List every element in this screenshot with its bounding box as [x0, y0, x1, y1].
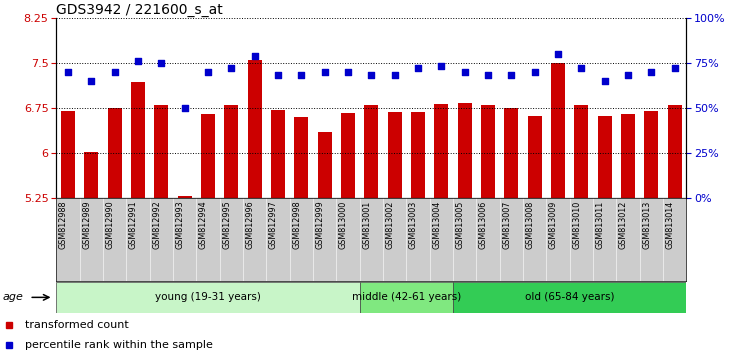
FancyBboxPatch shape — [453, 282, 686, 313]
Point — [412, 65, 424, 71]
Bar — [84, 152, 98, 354]
Point — [598, 78, 610, 84]
Text: GSM813000: GSM813000 — [339, 201, 348, 249]
Bar — [341, 113, 355, 354]
Text: GSM812989: GSM812989 — [82, 201, 92, 249]
Text: old (65-84 years): old (65-84 years) — [525, 292, 614, 302]
Bar — [364, 105, 378, 354]
Text: GSM813009: GSM813009 — [549, 201, 558, 249]
Bar — [411, 112, 425, 354]
Text: GSM812990: GSM812990 — [106, 201, 115, 249]
Text: GSM813004: GSM813004 — [432, 201, 441, 249]
Point — [575, 65, 587, 71]
FancyBboxPatch shape — [56, 282, 359, 313]
Text: GSM812997: GSM812997 — [269, 201, 278, 250]
Text: GSM812995: GSM812995 — [222, 201, 231, 250]
Text: GSM812998: GSM812998 — [292, 201, 302, 249]
Text: GSM812991: GSM812991 — [129, 201, 138, 249]
Point — [645, 69, 657, 75]
Bar — [644, 111, 658, 354]
Text: GSM813001: GSM813001 — [362, 201, 371, 249]
Point — [132, 58, 144, 64]
Text: GSM813003: GSM813003 — [409, 201, 418, 249]
Bar — [107, 108, 122, 354]
Point — [62, 69, 74, 75]
Text: GSM813014: GSM813014 — [665, 201, 674, 249]
Point — [365, 73, 377, 78]
Text: GSM813011: GSM813011 — [596, 201, 604, 249]
Bar — [201, 114, 215, 354]
Text: GSM812992: GSM812992 — [152, 201, 161, 250]
Text: GSM813002: GSM813002 — [386, 201, 394, 249]
Bar — [527, 116, 542, 354]
Bar — [434, 104, 448, 354]
Bar — [61, 111, 75, 354]
Point — [552, 51, 564, 57]
Point — [482, 73, 494, 78]
Point — [296, 73, 307, 78]
Text: GSM813010: GSM813010 — [572, 201, 581, 249]
Bar — [621, 114, 635, 354]
Point — [155, 60, 167, 66]
Text: GSM812988: GSM812988 — [59, 201, 68, 249]
Bar — [668, 105, 682, 354]
Bar — [388, 112, 401, 354]
Bar — [224, 105, 238, 354]
Text: GSM813008: GSM813008 — [526, 201, 535, 249]
Text: GSM813007: GSM813007 — [503, 201, 512, 249]
Bar — [481, 105, 495, 354]
Point — [668, 65, 680, 71]
Text: GDS3942 / 221600_s_at: GDS3942 / 221600_s_at — [56, 3, 223, 17]
Text: middle (42-61 years): middle (42-61 years) — [352, 292, 460, 302]
Text: young (19-31 years): young (19-31 years) — [155, 292, 261, 302]
Text: GSM813012: GSM813012 — [619, 201, 628, 249]
Point — [435, 64, 447, 69]
Bar — [131, 82, 145, 354]
Bar — [504, 108, 518, 354]
Bar — [598, 116, 611, 354]
Text: GSM812996: GSM812996 — [245, 201, 254, 249]
Point — [342, 69, 354, 75]
Point — [202, 69, 214, 75]
Point — [529, 69, 541, 75]
Bar — [154, 105, 168, 354]
Point — [178, 105, 190, 111]
Point — [225, 65, 237, 71]
Text: GSM813006: GSM813006 — [479, 201, 488, 249]
Bar — [294, 117, 308, 354]
Point — [622, 73, 634, 78]
Text: GSM813013: GSM813013 — [642, 201, 651, 249]
Text: GSM812999: GSM812999 — [316, 201, 325, 250]
Point — [248, 53, 260, 58]
Point — [272, 73, 284, 78]
Text: GSM812994: GSM812994 — [199, 201, 208, 249]
Bar — [178, 196, 191, 354]
Point — [388, 73, 400, 78]
Point — [86, 78, 98, 84]
Text: GSM812993: GSM812993 — [176, 201, 184, 249]
Point — [458, 69, 470, 75]
Bar — [271, 110, 285, 354]
Text: transformed count: transformed count — [25, 320, 128, 330]
Text: age: age — [3, 292, 24, 302]
Bar — [551, 63, 565, 354]
Bar — [574, 105, 588, 354]
Text: percentile rank within the sample: percentile rank within the sample — [25, 340, 213, 350]
Bar — [458, 103, 472, 354]
Point — [109, 69, 121, 75]
Point — [319, 69, 331, 75]
Bar — [317, 132, 332, 354]
FancyBboxPatch shape — [359, 282, 453, 313]
Text: GSM813005: GSM813005 — [455, 201, 464, 249]
Point — [506, 73, 518, 78]
Bar — [248, 60, 262, 354]
